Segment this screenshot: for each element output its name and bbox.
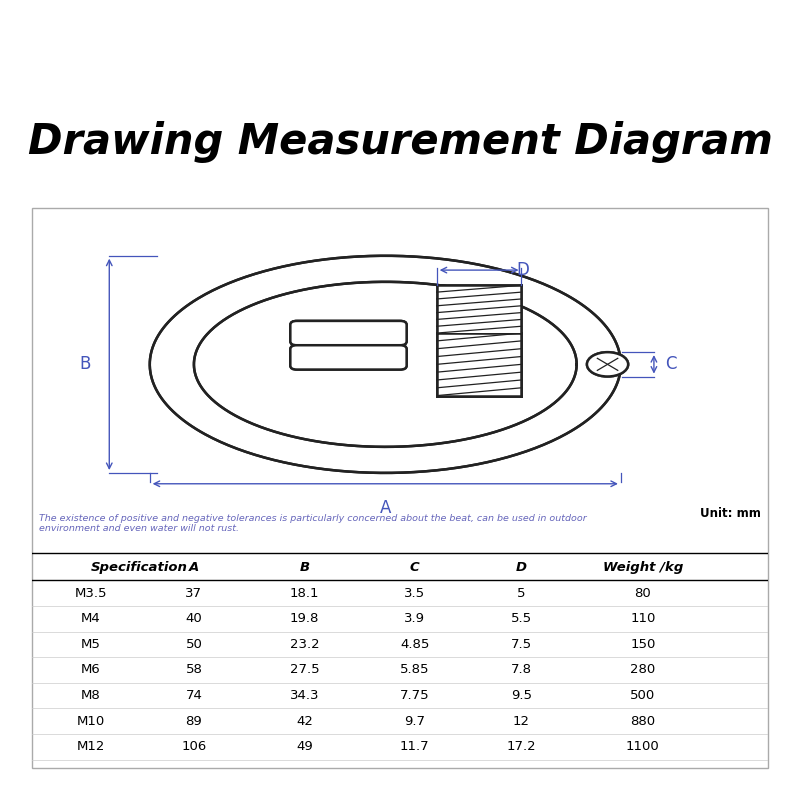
Text: M3.5: M3.5 — [74, 586, 107, 599]
Text: 3.5: 3.5 — [404, 586, 426, 599]
Bar — [437, 286, 522, 333]
Text: D: D — [516, 261, 529, 279]
Text: 23.2: 23.2 — [290, 638, 319, 651]
Text: 280: 280 — [630, 663, 655, 677]
Text: 34.3: 34.3 — [290, 689, 319, 702]
Text: 1100: 1100 — [626, 741, 660, 754]
Text: 106: 106 — [182, 741, 206, 754]
Text: 12: 12 — [513, 714, 530, 728]
Text: 9.5: 9.5 — [511, 689, 532, 702]
Text: Specification: Specification — [91, 561, 188, 574]
Ellipse shape — [194, 282, 577, 447]
Text: 42: 42 — [296, 714, 313, 728]
Text: B: B — [79, 355, 91, 374]
Text: 40: 40 — [186, 612, 202, 625]
Text: 58: 58 — [186, 663, 202, 677]
Text: 7.8: 7.8 — [511, 663, 532, 677]
FancyBboxPatch shape — [290, 346, 406, 370]
Text: 880: 880 — [630, 714, 655, 728]
Text: 89: 89 — [186, 714, 202, 728]
Text: 5.5: 5.5 — [511, 612, 532, 625]
Text: M4: M4 — [81, 612, 101, 625]
Text: 5.85: 5.85 — [400, 663, 430, 677]
Text: 74: 74 — [186, 689, 202, 702]
Text: D: D — [516, 561, 527, 574]
Text: 11.7: 11.7 — [400, 741, 430, 754]
Text: 49: 49 — [296, 741, 313, 754]
Text: 7.5: 7.5 — [511, 638, 532, 651]
Text: M8: M8 — [81, 689, 101, 702]
Text: Unit: mm: Unit: mm — [700, 507, 761, 520]
FancyBboxPatch shape — [290, 346, 406, 370]
Bar — [437, 333, 522, 396]
Text: C: C — [665, 355, 677, 374]
Text: 18.1: 18.1 — [290, 586, 319, 599]
Circle shape — [587, 352, 628, 377]
Text: 19.8: 19.8 — [290, 612, 319, 625]
FancyBboxPatch shape — [290, 321, 406, 346]
FancyBboxPatch shape — [290, 321, 406, 346]
Text: B: B — [299, 561, 310, 574]
Text: A: A — [189, 561, 199, 574]
Text: M12: M12 — [77, 741, 105, 754]
Text: 3.9: 3.9 — [404, 612, 426, 625]
Text: 17.2: 17.2 — [506, 741, 536, 754]
Text: Drawing Measurement Diagram: Drawing Measurement Diagram — [27, 121, 773, 162]
Text: 5: 5 — [517, 586, 526, 599]
Text: 50: 50 — [186, 638, 202, 651]
Text: The existence of positive and negative tolerances is particularly concerned abou: The existence of positive and negative t… — [39, 514, 587, 533]
Text: 27.5: 27.5 — [290, 663, 319, 677]
Text: 150: 150 — [630, 638, 655, 651]
Text: 80: 80 — [634, 586, 651, 599]
Text: Weight /kg: Weight /kg — [602, 561, 683, 574]
Text: M5: M5 — [81, 638, 101, 651]
Text: 7.75: 7.75 — [400, 689, 430, 702]
Text: M10: M10 — [77, 714, 105, 728]
Bar — [437, 333, 522, 396]
Text: 9.7: 9.7 — [404, 714, 426, 728]
Bar — [437, 286, 522, 333]
Text: 37: 37 — [186, 586, 202, 599]
Text: 500: 500 — [630, 689, 655, 702]
Text: M6: M6 — [81, 663, 101, 677]
Text: 110: 110 — [630, 612, 655, 625]
Text: 4.85: 4.85 — [400, 638, 430, 651]
Text: C: C — [410, 561, 419, 574]
Text: A: A — [379, 499, 391, 517]
Circle shape — [587, 352, 628, 377]
